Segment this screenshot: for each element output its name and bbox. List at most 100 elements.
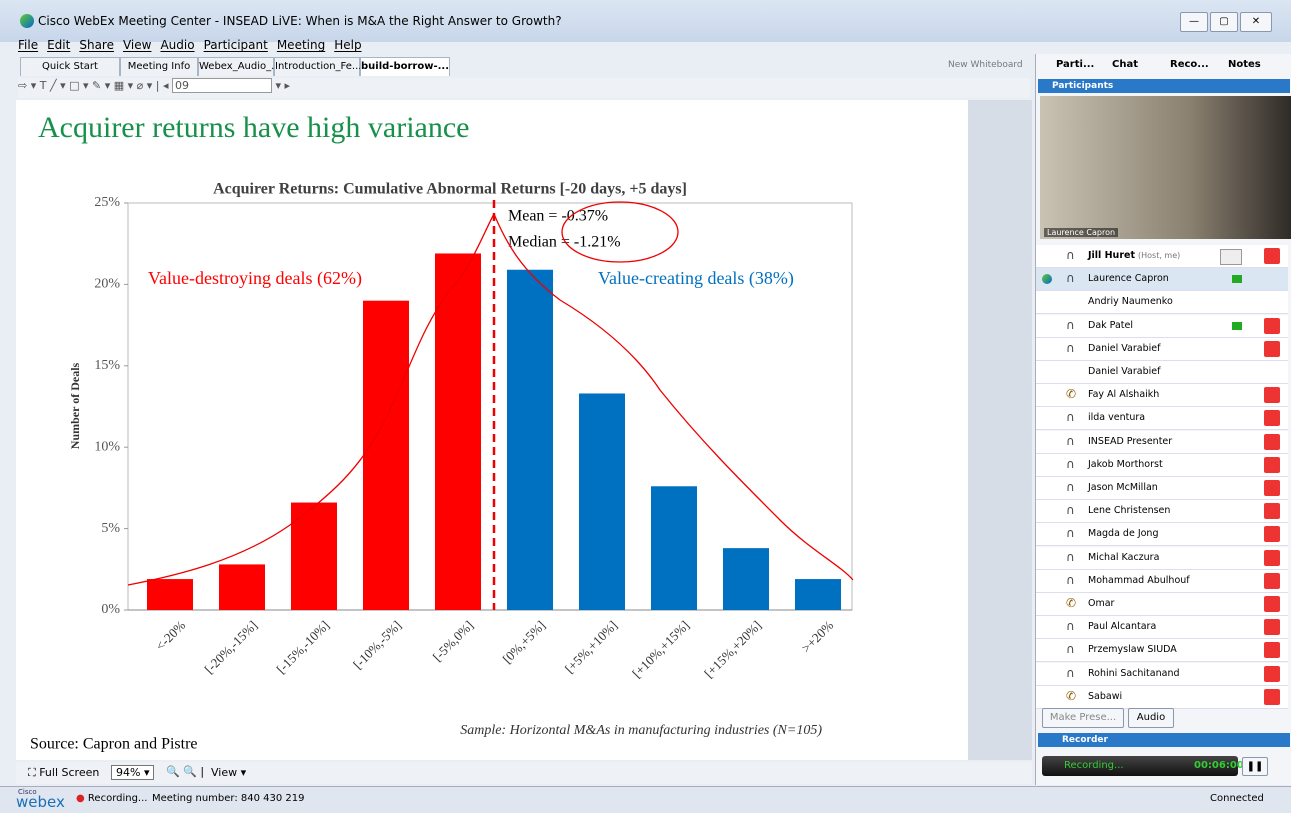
y-tick-label: 10% xyxy=(94,439,120,454)
mute-button[interactable] xyxy=(1264,503,1280,519)
y-tick-label: 20% xyxy=(94,277,120,292)
recording-state: Recording... xyxy=(1064,760,1124,771)
participant-row[interactable]: ∩Daniel Varabief xyxy=(1036,338,1288,361)
pause-button[interactable]: ❚❚ xyxy=(1242,757,1268,776)
menu-item[interactable]: Meeting xyxy=(277,38,325,52)
chart-annotation: Sample: Horizontal M&As in manufacturing… xyxy=(460,723,822,738)
mute-button[interactable] xyxy=(1264,248,1280,264)
participant-row[interactable]: ∩Jason McMillan xyxy=(1036,477,1288,500)
participant-row[interactable]: ∩Magda de Jong xyxy=(1036,523,1288,546)
mute-button[interactable] xyxy=(1264,434,1280,450)
zoom-buttons[interactable]: 🔍 🔍 | xyxy=(166,765,204,778)
mute-button[interactable] xyxy=(1264,666,1280,682)
audio-icon: ∩ xyxy=(1066,341,1075,355)
mute-button[interactable] xyxy=(1264,457,1280,473)
participant-name: Paul Alcantara xyxy=(1088,621,1156,632)
menu-item[interactable]: Share xyxy=(79,38,114,52)
participant-row[interactable]: Daniel Varabief xyxy=(1036,361,1288,384)
webex-window: Cisco WebEx Meeting Center - INSEAD LiVE… xyxy=(0,0,1291,812)
slide: Acquirer returns have high variance Sour… xyxy=(16,100,968,760)
participant-name: Dak Patel xyxy=(1088,320,1133,331)
audio-icon: ∩ xyxy=(1066,550,1075,564)
mute-button[interactable] xyxy=(1264,526,1280,542)
window-controls[interactable]: —▢✕ xyxy=(1180,12,1280,32)
menu-bar: File Edit Share View Audio Participant Meeting… xyxy=(18,38,371,54)
participant-row[interactable]: ∩Paul Alcantara xyxy=(1036,616,1288,639)
participant-row[interactable]: ∩Rohini Sachitanand xyxy=(1036,663,1288,686)
tab[interactable]: Meeting Info xyxy=(120,57,198,76)
menu-item[interactable]: Audio xyxy=(160,38,194,52)
participant-name: Michal Kaczura xyxy=(1088,552,1159,563)
mute-button[interactable] xyxy=(1264,341,1280,357)
video xyxy=(1040,96,1291,239)
participant-row[interactable]: ∩Przemyslaw SIUDA xyxy=(1036,639,1288,662)
video-icon[interactable] xyxy=(1232,275,1242,283)
panel-tab[interactable]: Chat xyxy=(1112,59,1138,70)
mute-button[interactable] xyxy=(1264,619,1280,635)
participant-row[interactable]: ∩Jakob Morthorst xyxy=(1036,454,1288,477)
window-title: Cisco WebEx Meeting Center - INSEAD LiVE… xyxy=(38,14,562,28)
participant-row[interactable]: Andriy Naumenko xyxy=(1036,291,1288,314)
participant-row[interactable]: ∩ Lene Christensen xyxy=(1036,500,1288,523)
mute-button[interactable] xyxy=(1264,596,1280,612)
video-icon[interactable] xyxy=(1232,322,1242,330)
chart-annotation: Mean = -0.37% xyxy=(508,208,608,225)
name-note: (Host, me) xyxy=(1138,251,1180,260)
mute-button[interactable] xyxy=(1264,318,1280,334)
participant-name: ilda ventura xyxy=(1088,412,1145,423)
zoom-select[interactable]: 94% ▾ xyxy=(111,765,154,780)
menu-item[interactable]: Edit xyxy=(47,38,70,52)
video-icon[interactable] xyxy=(1220,249,1242,265)
participant-row[interactable]: ∩Laurence Capron xyxy=(1036,268,1288,291)
panel-button[interactable]: Make Prese... xyxy=(1042,708,1124,728)
meeting-number: Meeting number: 840 430 219 xyxy=(152,793,305,804)
full-screen[interactable]: ⛶ Full Screen xyxy=(28,766,99,780)
participant-row[interactable]: ∩ Michal Kaczura xyxy=(1036,547,1288,570)
mute-button[interactable] xyxy=(1264,550,1280,566)
side-panel: Parti...ChatReco...NotesParticipantsLaur… xyxy=(1035,54,1291,785)
y-tick-label: 15% xyxy=(94,358,120,373)
panel-tab[interactable]: Reco... xyxy=(1170,59,1209,70)
panel-tab[interactable]: Notes xyxy=(1228,59,1261,70)
participant-row[interactable]: ∩Mohammad Abulhouf xyxy=(1036,570,1288,593)
new-whiteboard[interactable]: New Whiteboard xyxy=(948,60,1023,70)
tab[interactable]: build-borrow-... xyxy=(360,57,450,76)
menu-item[interactable]: Participant xyxy=(204,38,268,52)
panel-button[interactable]: Audio xyxy=(1128,708,1174,728)
participant-row[interactable]: ∩Dak Patel xyxy=(1036,315,1288,338)
bar xyxy=(219,564,265,610)
mute-button[interactable] xyxy=(1264,689,1280,705)
mute-button[interactable] xyxy=(1264,642,1280,658)
menu-item[interactable]: View xyxy=(123,38,151,52)
name: Lene Christensen xyxy=(1088,505,1170,516)
panel-tab[interactable]: Parti... xyxy=(1056,59,1094,70)
tab[interactable]: Introduction_Fe... xyxy=(274,57,360,76)
name: Przemyslaw SIUDA xyxy=(1088,644,1177,655)
participant-row[interactable]: ✆Fay Al Alshaikh xyxy=(1036,384,1288,407)
mute-button[interactable] xyxy=(1264,410,1280,426)
y-axis-label: Number of Deals xyxy=(68,362,82,449)
audio-icon: ∩ xyxy=(1066,503,1075,517)
logo: webex xyxy=(16,793,65,811)
mute-button[interactable] xyxy=(1264,573,1280,589)
participant-row[interactable]: ✆Sabawi xyxy=(1036,686,1288,709)
mute-button[interactable] xyxy=(1264,387,1280,403)
audio-icon: ✆ xyxy=(1066,387,1076,401)
participant-row[interactable]: ✆Omar xyxy=(1036,593,1288,616)
participant-row[interactable]: ∩ilda ventura xyxy=(1036,407,1288,430)
participant-row[interactable]: ∩Jill Huret(Host, me) xyxy=(1036,245,1288,268)
view-menu[interactable]: View ▾ xyxy=(211,766,246,779)
participant-row[interactable]: ∩INSEAD Presenter xyxy=(1036,431,1288,454)
name: Paul Alcantara xyxy=(1088,621,1156,632)
bar xyxy=(147,579,193,610)
participant-name: INSEAD Presenter xyxy=(1088,436,1172,447)
menu-item[interactable]: File xyxy=(18,38,38,52)
name: Dak Patel xyxy=(1088,320,1133,331)
name: Daniel Varabief xyxy=(1088,366,1160,377)
tab[interactable]: Quick Start xyxy=(20,57,120,76)
bar xyxy=(723,548,769,610)
menu-item[interactable]: Help xyxy=(334,38,361,52)
mute-button[interactable] xyxy=(1264,480,1280,496)
page-field[interactable]: 09 xyxy=(172,78,272,93)
tab[interactable]: Webex_Audio_... xyxy=(198,57,274,76)
